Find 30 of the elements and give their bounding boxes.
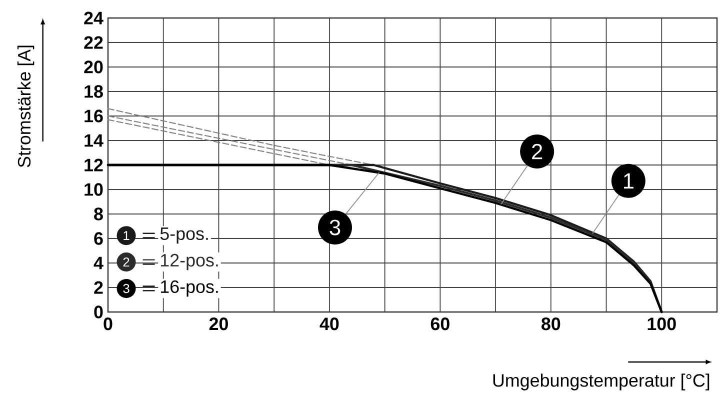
- text: 1: [124, 231, 130, 240]
- legend-label: 12-pos.: [160, 254, 218, 270]
- y-tick-label: 6: [94, 232, 103, 245]
- x-tick-label: 20: [209, 318, 228, 330]
- y-tick-label: 20: [84, 60, 103, 74]
- x-axis-title: Umgebungstemperatur [°C]: [493, 374, 710, 390]
- text: 2: [123, 257, 130, 267]
- x-tick-label: 100: [648, 318, 676, 330]
- y-tick-label: 16: [84, 110, 103, 122]
- y-tick-label: 24: [84, 12, 104, 24]
- y-tick-label: 0: [94, 306, 103, 318]
- y-tick-label: 12: [84, 158, 103, 172]
- text: 3: [123, 284, 130, 294]
- legend-label: 5-pos.: [160, 228, 208, 244]
- y-tick-label: 18: [84, 85, 103, 98]
- y-tick-label: 22: [84, 36, 103, 49]
- annotation: 3: [330, 220, 340, 236]
- legend-label: 16-pos.: [160, 280, 218, 297]
- y-axis-title: Stromstärke [A]: [17, 46, 34, 168]
- y-tick-label: 2: [94, 281, 103, 294]
- x-tick-label: 60: [430, 318, 450, 330]
- y-tick-label: 10: [84, 183, 103, 196]
- y-tick-label: 14: [84, 134, 104, 147]
- y-tick-label: 4: [94, 256, 104, 270]
- x-tick-label: 80: [542, 318, 560, 330]
- y-tick-label: 8: [94, 208, 103, 220]
- annotation: 2: [532, 144, 542, 160]
- x-tick-label: 0: [104, 318, 112, 330]
- annotation: 1: [624, 173, 634, 188]
- x-tick-label: 40: [320, 318, 339, 330]
